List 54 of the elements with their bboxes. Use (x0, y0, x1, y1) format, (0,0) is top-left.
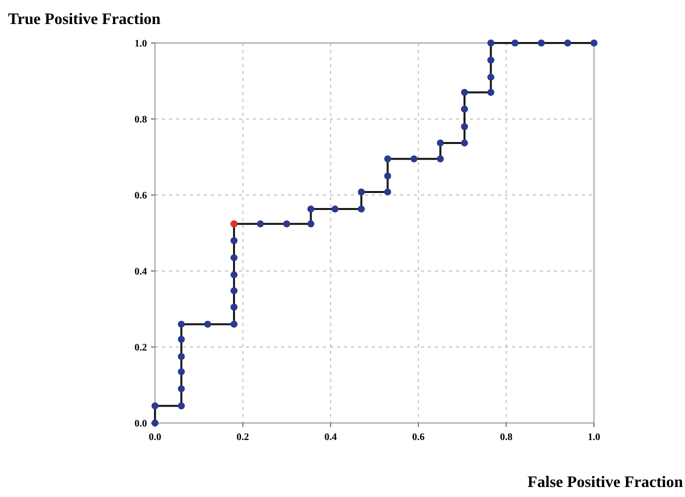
point (487, 40, 494, 46)
point (564, 40, 572, 46)
y-tick-label: 0.0 (134, 418, 147, 430)
point (230, 287, 238, 294)
x-tick-label: 0.0 (148, 432, 162, 443)
point (384, 188, 392, 196)
point (358, 188, 365, 196)
point (487, 88, 494, 96)
point (538, 40, 545, 46)
point (487, 74, 494, 81)
point (152, 402, 158, 410)
point (307, 220, 314, 228)
point (487, 56, 494, 64)
x-tick-label: 0.8 (500, 432, 512, 443)
point (178, 368, 185, 376)
x-tick-label: 0.4 (324, 432, 337, 443)
x-tick-label: 0.2 (236, 432, 250, 443)
point (230, 320, 238, 328)
point (230, 304, 238, 311)
point (204, 320, 212, 328)
point (178, 320, 185, 328)
point (460, 139, 468, 146)
y-tick-label: 1.0 (134, 38, 147, 50)
point (460, 88, 468, 96)
x-axis-title: False Positive Fraction (527, 474, 684, 491)
point (178, 385, 185, 392)
x-tick-label: 1.0 (588, 432, 600, 443)
point (230, 254, 238, 262)
point (460, 106, 468, 113)
point (178, 353, 185, 360)
point (178, 402, 185, 410)
point (283, 220, 290, 228)
x-tick-label: 0.6 (412, 432, 425, 443)
point (230, 271, 238, 278)
point (511, 40, 518, 46)
y-tick-label: 0.2 (134, 342, 147, 354)
point (152, 420, 158, 426)
point (178, 336, 185, 343)
point (358, 206, 365, 213)
point (256, 220, 264, 228)
y-axis-title: True Positive Fraction (8, 11, 161, 28)
point (230, 237, 238, 244)
point (307, 206, 314, 213)
point (436, 139, 444, 146)
point (384, 155, 392, 162)
point (384, 172, 392, 180)
y-tick-label: 0.4 (134, 266, 147, 278)
point (460, 123, 468, 130)
y-tick-label: 0.8 (134, 114, 147, 126)
point (436, 155, 444, 162)
point (410, 155, 418, 162)
point (331, 206, 338, 213)
point (590, 40, 598, 46)
y-tick-label: 0.6 (134, 190, 147, 202)
